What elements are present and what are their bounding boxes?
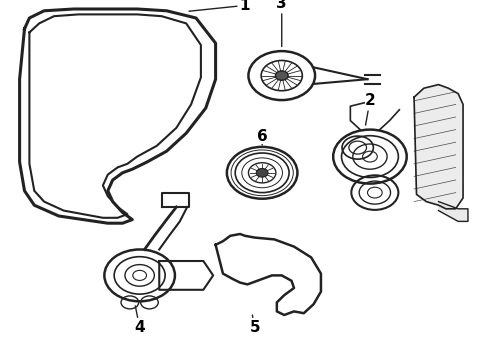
Text: 3: 3 bbox=[276, 0, 287, 46]
Text: 4: 4 bbox=[134, 306, 145, 335]
Polygon shape bbox=[414, 85, 463, 209]
Text: 6: 6 bbox=[257, 129, 268, 145]
Circle shape bbox=[275, 71, 288, 80]
Text: 2: 2 bbox=[365, 93, 375, 125]
Text: 5: 5 bbox=[249, 315, 260, 335]
Polygon shape bbox=[439, 202, 468, 221]
Circle shape bbox=[256, 168, 268, 177]
Text: 1: 1 bbox=[189, 0, 250, 13]
